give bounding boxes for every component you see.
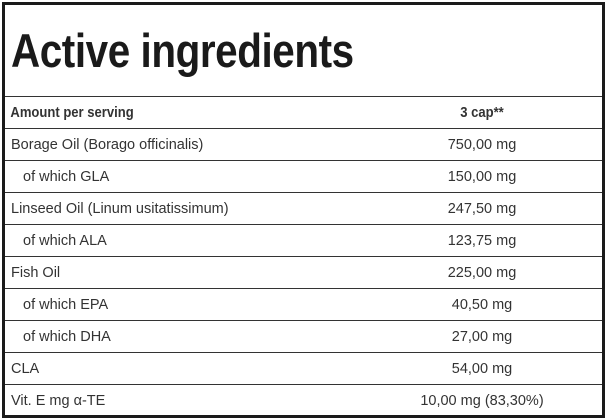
ingredient-amount: 123,75 mg — [447, 232, 517, 249]
title-section: Active ingredients — [5, 5, 602, 97]
ingredient-name: of which GLA — [23, 168, 110, 185]
ingredient-amount: 40,50 mg — [451, 296, 513, 313]
table-header: Amount per serving 3 cap** — [5, 97, 602, 129]
header-serving: 3 cap** — [460, 104, 504, 121]
table-row: Linseed Oil (Linum usitatissimum) 247,50 … — [5, 193, 602, 225]
ingredient-name: Linseed Oil (Linum usitatissimum) — [11, 200, 229, 217]
table-row: Borage Oil (Borago officinalis) 750,00 mg — [5, 129, 602, 161]
table-row: Fish Oil 225,00 mg — [5, 257, 602, 289]
table-row: Vit. E mg α-TE 10,00 mg (83,30%) — [5, 385, 602, 416]
ingredient-name: of which ALA — [23, 232, 107, 249]
ingredient-amount: 54,00 mg — [451, 360, 513, 377]
ingredient-name: CLA — [11, 360, 40, 377]
ingredient-amount: 27,00 mg — [451, 328, 513, 345]
ingredient-name: of which EPA — [23, 296, 109, 313]
table-row: CLA 54,00 mg — [5, 353, 602, 385]
ingredient-amount: 750,00 mg — [447, 136, 517, 153]
ingredient-amount: 10,00 mg (83,30%) — [420, 392, 544, 409]
ingredient-name: Vit. E mg α-TE — [11, 392, 106, 409]
ingredient-name: of which DHA — [23, 328, 111, 345]
ingredient-amount: 150,00 mg — [447, 168, 517, 185]
table-row: of which ALA 123,75 mg — [5, 225, 602, 257]
ingredient-name: Fish Oil — [11, 264, 61, 281]
header-label: Amount per serving — [10, 104, 134, 121]
ingredient-name: Borage Oil (Borago officinalis) — [11, 136, 204, 153]
ingredient-amount: 225,00 mg — [447, 264, 517, 281]
page-title: Active ingredients — [11, 24, 354, 77]
table-row: of which EPA 40,50 mg — [5, 289, 602, 321]
table-row: of which DHA 27,00 mg — [5, 321, 602, 353]
table-row: of which GLA 150,00 mg — [5, 161, 602, 193]
ingredient-amount: 247,50 mg — [447, 200, 517, 217]
